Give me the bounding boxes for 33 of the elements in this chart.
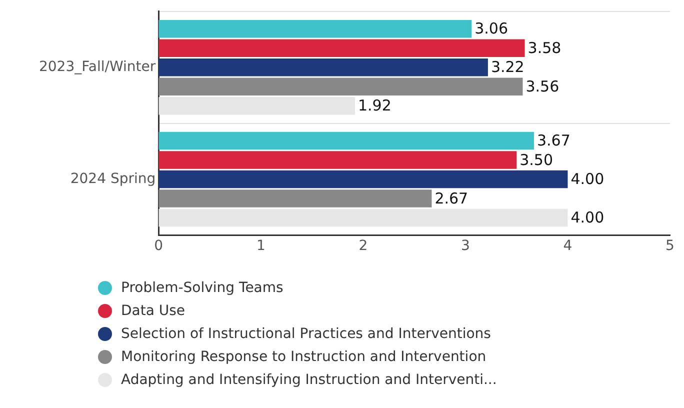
bar: [158, 151, 517, 169]
bar: [158, 208, 568, 227]
legend-label: Data Use: [121, 302, 186, 318]
x-tick-label: 2: [358, 238, 368, 254]
legend-label: Monitoring Response to Instruction and Intervention: [121, 348, 486, 364]
bar: [158, 39, 525, 57]
x-tick-label: 1: [256, 238, 266, 254]
bar: [158, 78, 523, 96]
text: 2.67: [434, 189, 468, 208]
bar: [158, 58, 488, 76]
text: 4.00: [570, 208, 604, 227]
text: 3.22: [490, 58, 524, 76]
bar: [158, 96, 355, 115]
x-tick-label: 4: [563, 238, 572, 254]
y-tick-label: 2023_Fall/Winter: [38, 58, 156, 75]
bar: [158, 132, 534, 150]
x-tick-label: 3: [460, 238, 470, 254]
text: 3.56: [526, 77, 560, 96]
bar: [158, 20, 472, 38]
legend-label: Selection of Instructional Practices and Interventions: [121, 326, 491, 342]
bar: [158, 170, 568, 188]
text: 3.06: [474, 20, 508, 38]
x-tick-label: 5: [666, 238, 674, 254]
bar: [158, 190, 432, 208]
text: 3.58: [528, 38, 562, 57]
legend-label: Problem-Solving Teams: [121, 280, 284, 296]
text: 1.92: [358, 96, 392, 115]
x-tick-label: 0: [154, 238, 164, 254]
text: 3.67: [536, 132, 570, 150]
y-tick-label: 2024 Spring: [70, 170, 156, 187]
text: 4.00: [570, 170, 604, 188]
text: 3.50: [520, 150, 553, 169]
legend-label: Adapting and Intensifying Instruction and Interventi...: [121, 372, 497, 388]
